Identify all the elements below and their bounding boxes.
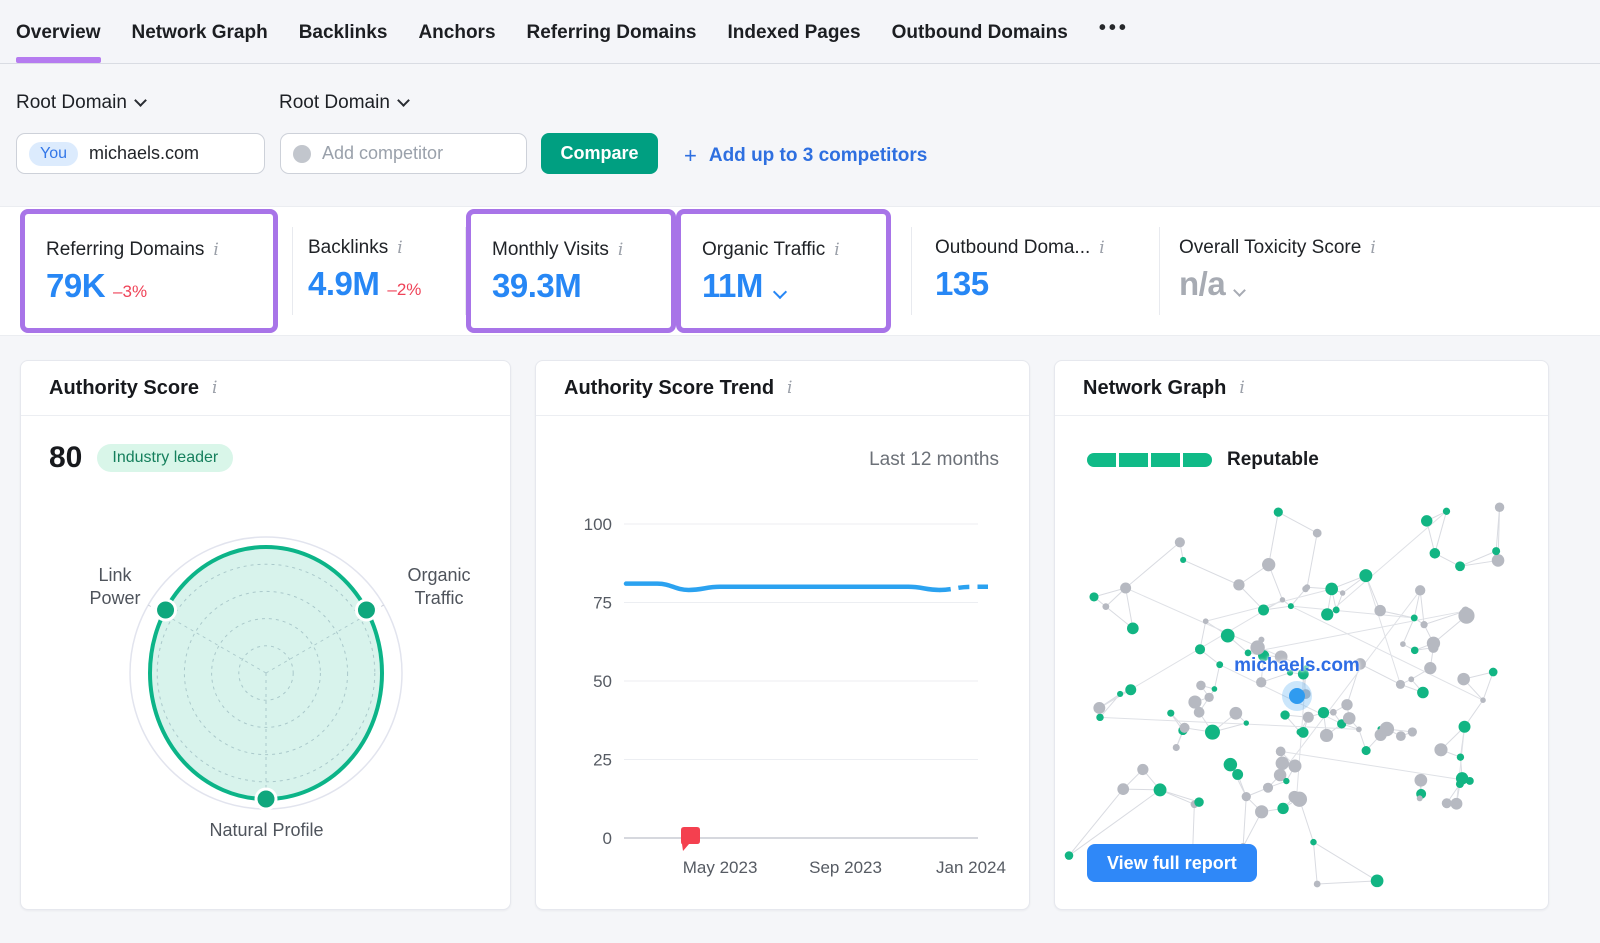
authority-score-radar-chart [129, 536, 403, 811]
metric-label: Organic Traffic [702, 239, 826, 260]
metric-organic-traffic: Organic Traffic i 11M [676, 209, 891, 333]
tab-backlinks[interactable]: Backlinks [299, 2, 388, 63]
metric-label: Outbound Doma... [935, 237, 1091, 258]
info-icon[interactable]: i [213, 240, 219, 260]
authority-score-value: 80 [49, 441, 83, 474]
metric-monthly-visits: Monthly Visits i 39.3M [466, 209, 676, 333]
tab-label: Outbound Domains [891, 21, 1068, 43]
radar-axis-link-power: Link Power [89, 565, 141, 608]
tab-label: Indexed Pages [727, 21, 861, 43]
panel-title: Authority Score [49, 376, 200, 399]
industry-leader-badge: Industry leader [97, 444, 234, 472]
tab-label: Anchors [418, 21, 496, 43]
chevron-down-icon[interactable] [772, 284, 787, 300]
top-navigation: Overview Network Graph Backlinks Anchors… [0, 0, 1600, 64]
info-icon[interactable]: i [787, 378, 793, 398]
panel-title: Network Graph [1083, 376, 1227, 399]
metric-overall-toxicity-score: Overall Toxicity Score i n/a [1159, 207, 1489, 335]
metric-backlinks: Backlinks i 4.9M –2% [292, 207, 466, 335]
compare-button[interactable]: Compare [541, 133, 658, 174]
metrics-row: Referring Domains i 79K –3% Backlinks i 4.9… [0, 206, 1600, 336]
chevron-down-icon [397, 94, 410, 107]
tab-label: Referring Domains [526, 21, 697, 43]
metric-label: Monthly Visits [492, 239, 609, 260]
trend-range-label: Last 12 months [869, 449, 999, 470]
target-domain-input[interactable]: You michaels.com [16, 133, 265, 174]
widget-panels: Authority Score i 80 Industry leader Link… [0, 336, 1600, 910]
tab-indexed-pages[interactable]: Indexed Pages [728, 2, 861, 63]
radar-axis-natural-profile: Natural Profile [209, 820, 324, 840]
panel-title: Authority Score Trend [564, 376, 775, 399]
rating-segment [1183, 453, 1212, 467]
radar-axis-organic-traffic: Organic Traffic [407, 565, 471, 608]
info-icon[interactable]: i [834, 240, 840, 260]
svg-text:May 2023: May 2023 [683, 858, 758, 877]
metric-value: 79K [46, 267, 106, 304]
svg-text:25: 25 [593, 751, 612, 770]
competitor-input[interactable]: Add competitor [280, 133, 527, 174]
info-icon[interactable]: i [617, 240, 624, 260]
authority-score-trend-chart: 0 25 50 75 100 May 2023 Sep 2023 Jan 2024 [584, 515, 1006, 877]
authority-score-panel: Authority Score i 80 Industry leader Link… [20, 360, 511, 910]
tab-referring-domains[interactable]: Referring Domains [527, 2, 697, 63]
tab-label: Backlinks [298, 21, 388, 43]
competitor-placeholder: Add competitor [322, 143, 444, 163]
svg-text:100: 100 [584, 515, 612, 534]
tab-label: Network Graph [131, 21, 268, 43]
target-domain-value: michaels.com [89, 143, 200, 163]
plus-icon: + [684, 143, 697, 168]
svg-text:0: 0 [603, 829, 612, 848]
reputation-rating-label: Reputable [1227, 449, 1319, 470]
metric-value: 11M [702, 267, 763, 304]
metric-referring-domains: Referring Domains i 79K –3% [20, 209, 278, 333]
comparison-filters: Root Domain Root Domain You michaels.com… [0, 64, 1600, 206]
metric-label: Overall Toxicity Score [1179, 237, 1362, 258]
authority-score-trend-panel: Authority Score Trend i Last 12 months 0 2… [535, 360, 1030, 910]
tab-outbound-domains[interactable]: Outbound Domains [892, 2, 1068, 63]
info-icon[interactable]: i [212, 378, 218, 398]
competitor-scope-select[interactable]: Root Domain [279, 92, 410, 114]
info-icon[interactable]: i [1239, 378, 1245, 398]
rating-segment [1151, 453, 1180, 467]
tab-anchors[interactable]: Anchors [418, 2, 495, 63]
metric-label: Referring Domains [46, 239, 205, 260]
you-badge: You [29, 141, 78, 166]
metric-value: 4.9M [308, 265, 380, 302]
chevron-down-icon[interactable] [1233, 284, 1247, 297]
metric-outbound-domains: Outbound Doma... i 135 [911, 207, 1157, 335]
competitor-avatar-placeholder-icon [293, 144, 311, 163]
svg-text:50: 50 [593, 672, 612, 691]
network-graph-panel: Network Graph i Reputable michaels.com Vi… [1054, 360, 1549, 910]
view-full-report-button[interactable]: View full report [1087, 844, 1257, 882]
tab-overview[interactable]: Overview [16, 2, 101, 63]
svg-text:Jan 2024: Jan 2024 [936, 858, 1006, 877]
metric-delta: –3% [113, 282, 148, 301]
metric-delta: –2% [387, 280, 422, 299]
metric-label: Backlinks [308, 237, 389, 258]
rating-segment [1087, 453, 1116, 467]
metric-value: 135 [935, 265, 989, 302]
reputation-rating-bar [1087, 453, 1212, 467]
tab-network-graph[interactable]: Network Graph [132, 2, 268, 63]
more-tabs-button[interactable]: ••• [1098, 17, 1129, 39]
svg-text:Sep 2023: Sep 2023 [809, 858, 882, 877]
target-scope-select[interactable]: Root Domain [16, 92, 147, 114]
chevron-down-icon [134, 94, 147, 107]
info-icon[interactable]: i [1370, 238, 1376, 258]
info-icon[interactable]: i [397, 238, 403, 258]
metric-value: 39.3M [492, 267, 582, 304]
info-icon[interactable]: i [1099, 238, 1105, 258]
svg-text:75: 75 [593, 594, 612, 613]
rating-segment [1119, 453, 1148, 467]
network-graph-visualization [1064, 502, 1505, 888]
metric-value: n/a [1179, 265, 1226, 302]
active-tab-underline [16, 57, 101, 63]
add-competitors-link[interactable]: + Add up to 3 competitors [684, 143, 928, 168]
tab-label: Overview [16, 21, 101, 43]
